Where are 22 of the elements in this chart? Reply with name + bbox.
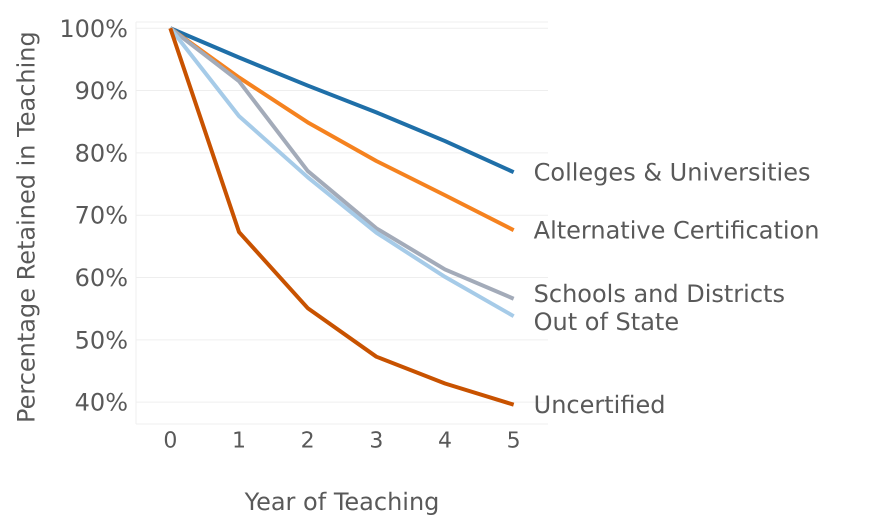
y-tick-label: 50% (74, 326, 128, 354)
y-tick-label: 40% (74, 388, 128, 417)
x-tick-label: 0 (163, 428, 178, 454)
y-axis-title: Percentage Retained in Teaching (12, 31, 41, 423)
y-tick-label: 70% (74, 202, 128, 230)
x-tick-label: 4 (438, 428, 452, 454)
y-tick-label: 90% (74, 77, 128, 106)
line-series (168, 26, 516, 174)
x-tick-label: 5 (506, 428, 521, 454)
x-tick-label: 1 (232, 428, 246, 454)
series-label: Uncertified (534, 391, 666, 420)
series-label: Schools and Districts (534, 280, 785, 308)
line-series (168, 26, 516, 407)
x-axis-title: Year of Teaching (244, 488, 440, 516)
series-label: Colleges & Universities (534, 158, 810, 187)
x-tick-label: 2 (300, 428, 315, 454)
series-label: Alternative Certification (534, 216, 820, 245)
y-tick-label: 100% (59, 14, 128, 43)
series-label: Out of State (534, 308, 680, 336)
x-tick-label: 3 (369, 428, 384, 454)
y-tick-label: 60% (74, 264, 128, 292)
y-tick-label: 80% (74, 139, 128, 168)
